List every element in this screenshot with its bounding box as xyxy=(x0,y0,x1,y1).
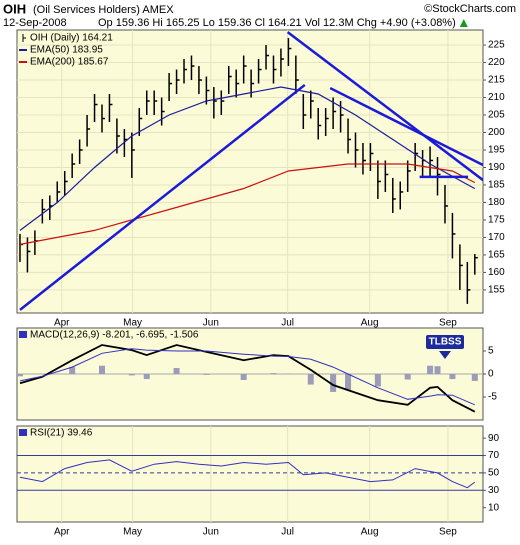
y-tick-label: 30 xyxy=(488,485,500,496)
date: 12-Sep-2008 xyxy=(3,17,67,29)
x-tick-label: Apr xyxy=(54,527,70,538)
x-tick-label: Jul xyxy=(281,318,294,329)
y-tick-label: 205 xyxy=(488,110,505,121)
histogram-bar xyxy=(345,374,351,390)
legend-label: EMA(50) 183.95 xyxy=(30,45,103,56)
y-tick-label: 10 xyxy=(488,502,500,513)
y-tick-label: 70 xyxy=(488,450,500,461)
y-tick-label: 170 xyxy=(488,232,505,243)
y-tick-label: 200 xyxy=(488,127,505,138)
histogram-bar xyxy=(144,374,150,379)
histogram-bar xyxy=(427,366,433,374)
y-tick-label: 0 xyxy=(488,369,494,380)
histogram-bar xyxy=(449,374,455,379)
y-tick-label: 210 xyxy=(488,92,505,103)
histogram-bar xyxy=(375,374,381,386)
x-tick-label: Aug xyxy=(361,318,379,329)
legend-label: EMA(200) 185.67 xyxy=(30,57,109,68)
panel-title: MACD(12,26,9) -8.201, -6.695, -1.506 xyxy=(30,330,199,341)
y-tick-label: 195 xyxy=(488,145,505,156)
histogram-bar xyxy=(99,366,105,374)
y-tick-label: 5 xyxy=(488,346,494,357)
source: ©StockCharts.com xyxy=(424,3,516,15)
y-tick-label: 225 xyxy=(488,40,505,51)
histogram-bar xyxy=(308,374,314,385)
y-tick-label: 50 xyxy=(488,468,500,479)
x-tick-label: Jun xyxy=(203,527,219,538)
y-tick-label: 165 xyxy=(488,250,505,261)
histogram-bar xyxy=(241,374,247,380)
histogram-bar xyxy=(435,366,441,374)
stats: Op 159.36 Hi 165.25 Lo 159.36 Cl 164.21 … xyxy=(98,17,456,29)
plot-area xyxy=(17,30,483,313)
x-tick-label: Sep xyxy=(439,318,457,329)
y-tick-label: 175 xyxy=(488,215,505,226)
x-tick-label: May xyxy=(123,527,142,538)
annotation: TLBSS xyxy=(429,337,462,348)
histogram-bar xyxy=(203,374,209,375)
symbol: OIH xyxy=(3,1,26,16)
x-tick-label: Sep xyxy=(439,527,457,538)
y-tick-label: 160 xyxy=(488,267,505,278)
histogram-bar xyxy=(129,374,135,375)
y-tick-label: 215 xyxy=(488,75,505,86)
legend-icon xyxy=(19,429,27,436)
legend-label: OIH (Daily) 164.21 xyxy=(30,33,113,44)
y-tick-label: 90 xyxy=(488,433,500,444)
legend-icon xyxy=(19,331,27,338)
y-tick-label: 155 xyxy=(488,285,505,296)
y-tick-label: 185 xyxy=(488,180,505,191)
x-tick-label: Aug xyxy=(361,527,379,538)
histogram-bar xyxy=(270,373,276,374)
panel-title: RSI(21) 39.46 xyxy=(30,428,93,439)
plot-area xyxy=(17,426,483,522)
x-tick-label: Jul xyxy=(281,527,294,538)
y-tick-label: 180 xyxy=(488,197,505,208)
y-tick-label: 220 xyxy=(488,57,505,68)
security-name: (Oil Services Holders) AMEX xyxy=(33,4,174,16)
y-tick-label: 190 xyxy=(488,162,505,173)
histogram-bar xyxy=(174,368,180,374)
histogram-bar xyxy=(472,374,478,381)
histogram-bar xyxy=(405,374,411,380)
histogram-bar xyxy=(17,374,23,376)
x-tick-label: May xyxy=(123,318,142,329)
change-arrow xyxy=(460,19,468,27)
y-tick-label: -5 xyxy=(488,392,497,403)
x-tick-label: Jun xyxy=(203,318,219,329)
x-tick-label: Apr xyxy=(54,318,70,329)
